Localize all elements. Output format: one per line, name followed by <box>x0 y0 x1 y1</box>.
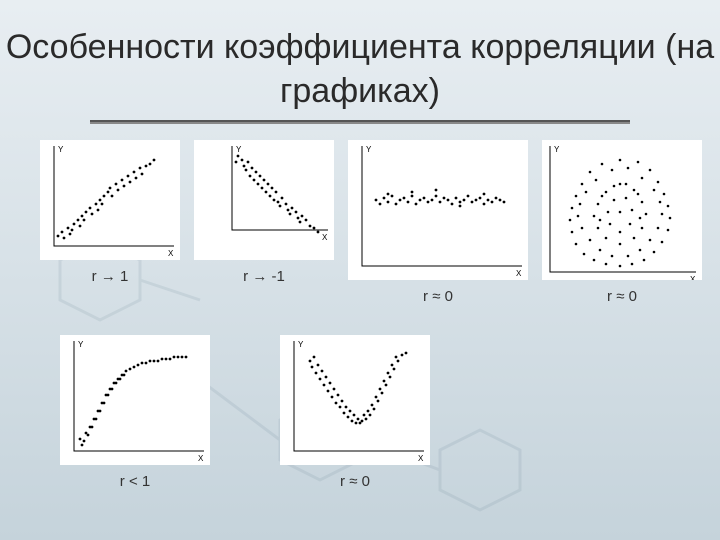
chart-cell-2: YX r → -1 <box>194 140 334 305</box>
chart-label: r < 1 <box>120 473 150 490</box>
svg-text:X: X <box>322 233 328 242</box>
scatter-chart-r-zero-horizontal: YX <box>348 140 528 280</box>
chart-cell-3: YX r ≈ 0 <box>348 140 528 305</box>
svg-text:X: X <box>198 454 204 463</box>
chart-row-1: YX r → 1 YX r → -1 YX r ≈ 0 YX r ≈ 0 <box>40 140 702 305</box>
chart-label: r → 1 <box>92 268 129 285</box>
svg-text:Y: Y <box>236 145 242 154</box>
svg-text:Y: Y <box>366 145 372 154</box>
chart-cell-5: YX r < 1 <box>60 335 210 490</box>
chart-cell-4: YX r ≈ 0 <box>542 140 702 305</box>
scatter-chart-r-to-1: YX <box>40 140 180 260</box>
chart-label: r ≈ 0 <box>423 288 453 305</box>
chart-cell-6: YX r ≈ 0 <box>280 335 430 490</box>
scatter-chart-r-zero-parabola: YX <box>280 335 430 465</box>
svg-text:Y: Y <box>554 145 560 154</box>
slide: Особенности коэффициента корреляции (на … <box>0 0 720 540</box>
chart-label: r → -1 <box>243 268 285 285</box>
svg-text:Y: Y <box>58 145 64 154</box>
svg-text:X: X <box>418 454 424 463</box>
scatter-chart-r-to-neg1: YX <box>194 140 334 260</box>
svg-text:X: X <box>690 275 696 280</box>
chart-label: r ≈ 0 <box>607 288 637 305</box>
svg-text:X: X <box>516 269 522 278</box>
svg-text:X: X <box>168 249 174 258</box>
chart-label: r ≈ 0 <box>340 473 370 490</box>
chart-row-2: YX r < 1 YX r ≈ 0 <box>60 335 702 490</box>
slide-title: Особенности коэффициента корреляции (на … <box>0 26 720 113</box>
chart-cell-1: YX r → 1 <box>40 140 180 305</box>
svg-text:Y: Y <box>78 340 84 349</box>
scatter-chart-r-zero-circular: YX <box>542 140 702 280</box>
scatter-chart-r-less-1: YX <box>60 335 210 465</box>
svg-text:Y: Y <box>298 340 304 349</box>
title-underline <box>90 120 630 122</box>
